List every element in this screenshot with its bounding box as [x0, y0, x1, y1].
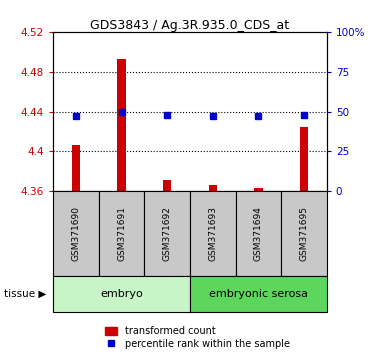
Bar: [163, 180, 171, 191]
Bar: [281, 191, 327, 276]
Text: embryonic serosa: embryonic serosa: [209, 289, 308, 299]
Text: GDS3843 / Ag.3R.935.0_CDS_at: GDS3843 / Ag.3R.935.0_CDS_at: [90, 19, 290, 33]
Text: embryo: embryo: [100, 289, 143, 299]
Bar: [190, 276, 327, 312]
Bar: [209, 185, 217, 191]
Bar: [117, 59, 126, 191]
Text: GSM371691: GSM371691: [117, 206, 126, 261]
Bar: [190, 191, 236, 276]
Legend: transformed count, percentile rank within the sample: transformed count, percentile rank withi…: [105, 326, 290, 349]
Bar: [144, 191, 190, 276]
Bar: [300, 127, 308, 191]
Text: GSM371692: GSM371692: [163, 206, 172, 261]
Bar: [53, 191, 99, 276]
Bar: [254, 188, 263, 191]
Bar: [72, 145, 80, 191]
Text: GSM371695: GSM371695: [299, 206, 309, 261]
Text: GSM371690: GSM371690: [71, 206, 81, 261]
Text: GSM371694: GSM371694: [254, 206, 263, 261]
Text: GSM371693: GSM371693: [208, 206, 217, 261]
Bar: [99, 191, 144, 276]
Bar: [53, 276, 190, 312]
Text: tissue ▶: tissue ▶: [4, 289, 46, 299]
Bar: [236, 191, 281, 276]
